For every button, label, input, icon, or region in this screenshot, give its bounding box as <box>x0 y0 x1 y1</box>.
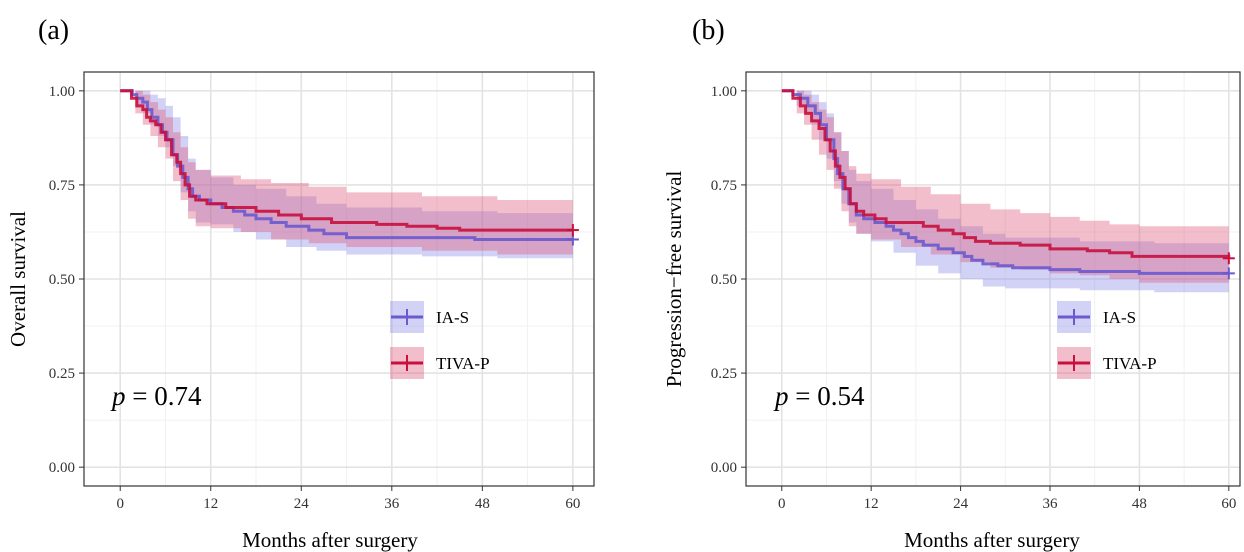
x-tick-label: 48 <box>475 496 490 512</box>
p-symbol: p <box>773 381 789 411</box>
survival-line-tiva-p <box>120 89 573 232</box>
legend-label: TIVA-P <box>436 354 490 373</box>
ci-band-tiva-p <box>120 90 573 257</box>
x-tick-label: 60 <box>565 496 580 512</box>
x-tick-label: 24 <box>294 496 310 512</box>
survival-curves <box>781 89 1231 275</box>
ci-band-ia-s <box>120 90 573 261</box>
y-tick-label: 1.00 <box>711 84 737 100</box>
censor-marks <box>566 224 579 246</box>
y-axis-title: Overall survival <box>6 211 30 347</box>
ci-band-tiva-p <box>781 90 1229 285</box>
p-value-annotation: p = 0.74 <box>110 381 202 411</box>
y-axis-title: Progression−free survival <box>662 171 686 388</box>
y-tick-label: 0.50 <box>711 272 737 288</box>
x-axis-title: Months after surgery <box>904 528 1080 552</box>
axis-ticks: 0 12 24 36 48 60 0.00 0.25 0.50 0.75 1.00 <box>711 84 1237 512</box>
ci-band-ia-s <box>781 90 1229 295</box>
x-tick-label: 12 <box>864 496 879 512</box>
x-tick-label: 60 <box>1221 496 1236 512</box>
survival-curves <box>120 89 573 241</box>
legend-label: TIVA-P <box>1103 354 1157 373</box>
legend-label: IA-S <box>436 308 469 327</box>
p-value-annotation: p = 0.54 <box>773 381 865 411</box>
censor-marks <box>1222 252 1235 280</box>
y-tick-label: 0.25 <box>711 366 737 382</box>
censor-mark-ia-s <box>1222 267 1235 280</box>
y-tick-label: 0.75 <box>711 178 737 194</box>
confidence-bands <box>120 90 573 261</box>
legend: IA-S TIVA-P <box>390 301 490 379</box>
censor-mark-tiva-p <box>566 224 579 237</box>
legend-item-tiva-p: TIVA-P <box>390 347 490 379</box>
legend: IA-S TIVA-P <box>1057 301 1157 379</box>
panel-b: (b) 0 12 24 36 48 60 0.00 0.25 0.50 0.75 1.00 Mont… <box>662 15 1241 552</box>
confidence-bands <box>781 90 1229 295</box>
y-tick-label: 0.00 <box>49 460 75 476</box>
gridlines <box>746 72 1240 486</box>
panel-label: (a) <box>38 15 69 46</box>
y-tick-label: 0.00 <box>711 460 737 476</box>
censor-mark-tiva-p <box>1222 252 1235 265</box>
y-tick-label: 0.50 <box>49 272 75 288</box>
p-value: = 0.54 <box>789 381 865 411</box>
x-tick-label: 36 <box>1043 496 1059 512</box>
p-value: = 0.74 <box>126 381 202 411</box>
x-tick-label: 36 <box>384 496 400 512</box>
legend-item-ia-s: IA-S <box>1057 301 1136 333</box>
axis-ticks: 0 12 24 36 48 60 0.00 0.25 0.50 0.75 1.00 <box>49 84 581 512</box>
y-tick-label: 1.00 <box>49 84 75 100</box>
panel-a: (a) 0 12 24 36 48 60 0.00 0.25 0.50 0.75 1.00 Mont… <box>6 15 595 552</box>
x-axis-title: Months after surgery <box>242 528 418 552</box>
panel-label: (b) <box>692 15 725 46</box>
x-tick-label: 24 <box>953 496 969 512</box>
legend-item-tiva-p: TIVA-P <box>1057 347 1157 379</box>
survival-line-tiva-p <box>781 89 1231 259</box>
legend-item-ia-s: IA-S <box>390 301 469 333</box>
gridlines <box>84 72 594 486</box>
legend-label: IA-S <box>1103 308 1136 327</box>
x-tick-label: 0 <box>116 496 124 512</box>
y-tick-label: 0.25 <box>49 366 75 382</box>
x-tick-label: 48 <box>1132 496 1147 512</box>
p-symbol: p <box>110 381 126 411</box>
y-tick-label: 0.75 <box>49 178 75 194</box>
x-tick-label: 12 <box>203 496 218 512</box>
x-tick-label: 0 <box>778 496 786 512</box>
